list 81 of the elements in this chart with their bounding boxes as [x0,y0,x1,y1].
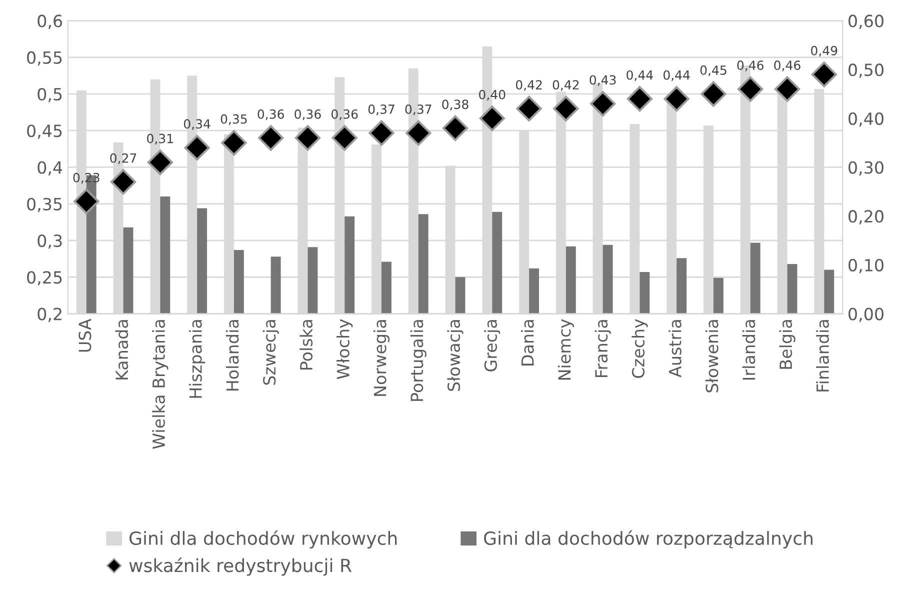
y-tick-label: 0,2 [38,308,62,322]
point [700,81,726,107]
point [406,120,432,146]
data-label: 0,49 [811,46,838,57]
y2-tick-label: 0,60 [848,14,884,29]
point [147,150,173,176]
x-tick-label: Dania [520,320,534,366]
x-tick-label: Grecja [484,320,500,372]
x-tick-label: Niemcy [558,319,574,380]
y-tick-label: 0,35 [27,198,62,212]
x-tick-label: Holandia [226,320,239,391]
data-label: 0,45 [700,65,726,76]
point [221,130,247,156]
data-label: 0,36 [294,109,321,120]
point [442,115,468,141]
y-tick-label: 0,4 [38,161,62,176]
x-tick-label: Słowacja [447,320,464,391]
y2-tick-label: 0,50 [848,64,884,78]
point [664,86,690,112]
y-tick-label: 0,25 [27,271,62,286]
y-tick-label: 0,3 [38,234,62,249]
point [74,188,100,214]
y-tick-label: 0,45 [27,124,62,139]
data-label: 0,42 [552,80,579,91]
x-tick-label: Szwecja [262,320,279,385]
point [258,125,284,151]
x-tick-label: Czechy [632,319,648,378]
data-label: 0,37 [405,104,432,116]
point [516,96,542,122]
y2-tick-label: 0,30 [848,161,884,176]
point [368,120,394,146]
x-tick-label: Kanada [115,320,128,380]
y-tick-label: 0,5 [38,88,62,102]
legend-label: wskaźnik redystrybucji R [129,558,352,576]
data-label: 0,27 [110,153,136,164]
x-tick-label: Wielka Brytania [152,320,168,449]
legend-label: Gini dla dochodów rynkowych [130,530,397,549]
x-tick-label: USA [78,318,92,352]
y-tick-label: 0,55 [27,51,62,66]
x-tick-label: Polska [300,320,313,370]
point [110,169,136,195]
x-tick-label: Finlandia [816,320,829,392]
point [553,96,579,122]
data-label: 0,40 [479,90,506,101]
y2-tick-label: 0,10 [848,258,884,274]
data-label: 0,36 [332,109,358,120]
data-label: 0,42 [516,80,542,91]
point [294,125,321,151]
y2-tick-label: 0,40 [848,112,884,127]
x-tick-label: Francja [594,320,611,377]
x-tick-label: Irlandia [742,320,756,380]
data-label: 0,31 [147,134,173,145]
point [774,76,800,102]
data-label: 0,34 [184,119,210,130]
point [479,106,505,132]
x-tick-label: Hiszpania [188,320,206,398]
y2-tick-label: 0,00 [848,308,884,322]
data-label: 0,44 [663,70,690,82]
data-label: 0,46 [774,60,800,72]
x-tick-label: Norwegia [373,320,390,396]
point [738,76,764,102]
data-label: 0,46 [737,60,764,72]
data-label: 0,38 [442,100,468,110]
data-label: 0,44 [626,70,653,82]
x-tick-label: Słowenia [705,320,718,392]
data-label: 0,35 [220,114,247,126]
y2-tick-label: 0,20 [848,210,884,224]
point [184,134,210,161]
point [626,86,653,112]
legend-label: Gini dla dochodów rozporządzalnych [484,530,812,549]
x-tick-label: Włochy [336,319,353,380]
data-label: 0,37 [368,104,394,116]
point [811,62,837,88]
x-tick-label: Belgia [779,320,796,369]
point [332,125,358,151]
x-tick-label: Austria [668,320,682,378]
y-tick-label: 0,6 [38,14,62,29]
data-label: 0,43 [590,75,616,86]
x-tick-label: Portugalia [410,320,426,401]
point [590,90,616,117]
data-label: 0,36 [258,109,284,120]
